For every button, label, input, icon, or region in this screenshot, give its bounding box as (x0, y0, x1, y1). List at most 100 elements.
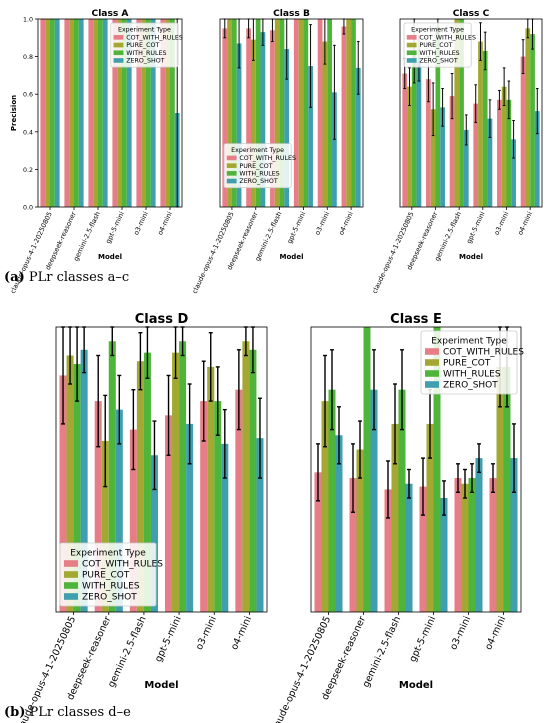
x-axis-label: Model (98, 253, 122, 261)
x-tick-label: gpt-5-mini (153, 615, 184, 664)
legend-swatch (226, 178, 237, 184)
bar (463, 129, 469, 207)
legend-swatch (64, 560, 78, 567)
caption-b-text: PLr classes d–e (29, 705, 131, 720)
plot-frame (55, 326, 268, 613)
legend-swatch (406, 50, 417, 56)
y-tick-label: 0.8 (23, 54, 33, 61)
bar (454, 19, 460, 207)
bar (314, 472, 322, 612)
error-bar (507, 80, 511, 120)
error-bar (330, 349, 334, 431)
bar (322, 41, 328, 208)
chart-title: Class B (273, 9, 310, 19)
plot-frame (37, 18, 183, 208)
bar (143, 352, 151, 612)
bar (346, 19, 352, 207)
error-bar (96, 354, 101, 448)
chart-1: Class Bclaude-opus-4-1-20250805deepseek-… (191, 9, 364, 295)
x-tick-label: gpt-5-mini (407, 615, 438, 664)
bar (274, 19, 280, 207)
bar (129, 429, 137, 612)
bar (534, 111, 540, 207)
bar (497, 99, 502, 207)
legend-swatch (425, 359, 439, 366)
chart-4: Class Eclaude-opus-4-1-20250805deepseek-… (269, 312, 524, 723)
x-tick-label: o3-mini (132, 210, 150, 236)
bar (355, 67, 361, 207)
legend-entry: COT_WITH_RULES (82, 560, 163, 570)
legend-swatch (425, 370, 439, 377)
error-bar (512, 423, 516, 493)
legend-swatch (64, 571, 78, 578)
error-bar (456, 463, 460, 493)
legend-entry: ZERO_SHOT (443, 381, 498, 391)
bar (489, 478, 497, 612)
chart-title: Class D (135, 312, 189, 327)
bar (426, 79, 431, 207)
legend-title: Experiment Type (70, 548, 146, 558)
bar (440, 107, 445, 207)
legend-entry: COT_WITH_RULES (239, 155, 296, 162)
bar (321, 401, 329, 612)
legend-entry: WITH_RULES (443, 370, 501, 380)
x-tick-label: claude-opus-4-1-20250805 (269, 615, 333, 723)
legend-entry: PURE_COT (419, 42, 452, 49)
y-tick-label: 1.0 (23, 17, 33, 24)
bar (430, 109, 436, 207)
bar (101, 441, 109, 612)
bar (98, 19, 103, 207)
bar (407, 86, 412, 207)
legend-box (110, 22, 179, 68)
legend: Experiment Type COT_WITH_RULESPURE_COTWIT… (59, 542, 163, 607)
x-tick-label: gemini-2.5-flash (361, 615, 404, 690)
bar (150, 455, 158, 612)
bar (335, 435, 343, 612)
bar (69, 19, 74, 207)
bar (454, 478, 462, 612)
chart-title: Class C (453, 9, 490, 19)
bar (80, 349, 88, 612)
bar (473, 103, 479, 207)
bar (150, 19, 156, 207)
bar (136, 19, 142, 207)
bar (200, 401, 208, 612)
legend-swatch (406, 35, 417, 40)
bar (102, 19, 108, 207)
legend: Experiment Type COT_WITH_RULESPURE_COTWIT… (420, 330, 524, 395)
caption-b: (b) PLr classes d–e (4, 705, 131, 720)
bar (279, 19, 285, 207)
x-tick-label: o4-mini (516, 210, 534, 236)
y-tick-label: 0.4 (23, 129, 33, 136)
bar (356, 449, 364, 612)
bar (242, 341, 250, 612)
chart-2: Class Cclaude-opus-4-1-20250805deepseek-… (371, 9, 543, 295)
x-axis-label: Model (399, 680, 433, 691)
bar (510, 458, 518, 612)
caption-a: (a) PLr classes a–c (4, 270, 129, 285)
caption-b-label: (b) (4, 705, 26, 720)
bar (317, 19, 323, 207)
error-bar (201, 360, 206, 442)
bar (54, 19, 60, 207)
legend-box (420, 330, 518, 395)
legend-entry: COT_WITH_RULES (443, 348, 524, 358)
legend-swatch (406, 42, 417, 48)
legend-entry: WITH_RULES (419, 50, 459, 57)
error-bar (187, 383, 192, 465)
bar (64, 19, 70, 207)
chart-3: Class Dclaude-opus-4-1-20250805deepseek-… (14, 312, 268, 723)
error-bar (521, 39, 525, 75)
error-bar (222, 408, 227, 479)
legend-entry: ZERO_SHOT (82, 593, 137, 603)
bar (349, 478, 357, 612)
error-bar (215, 366, 220, 436)
bar (520, 56, 526, 207)
y-axis-label: Precision (10, 95, 18, 131)
bar (363, 327, 371, 612)
x-tick-label: o4-mini (483, 615, 508, 652)
legend-swatch (64, 582, 78, 589)
bar (249, 349, 257, 612)
y-tick-label: 0.0 (23, 205, 33, 212)
